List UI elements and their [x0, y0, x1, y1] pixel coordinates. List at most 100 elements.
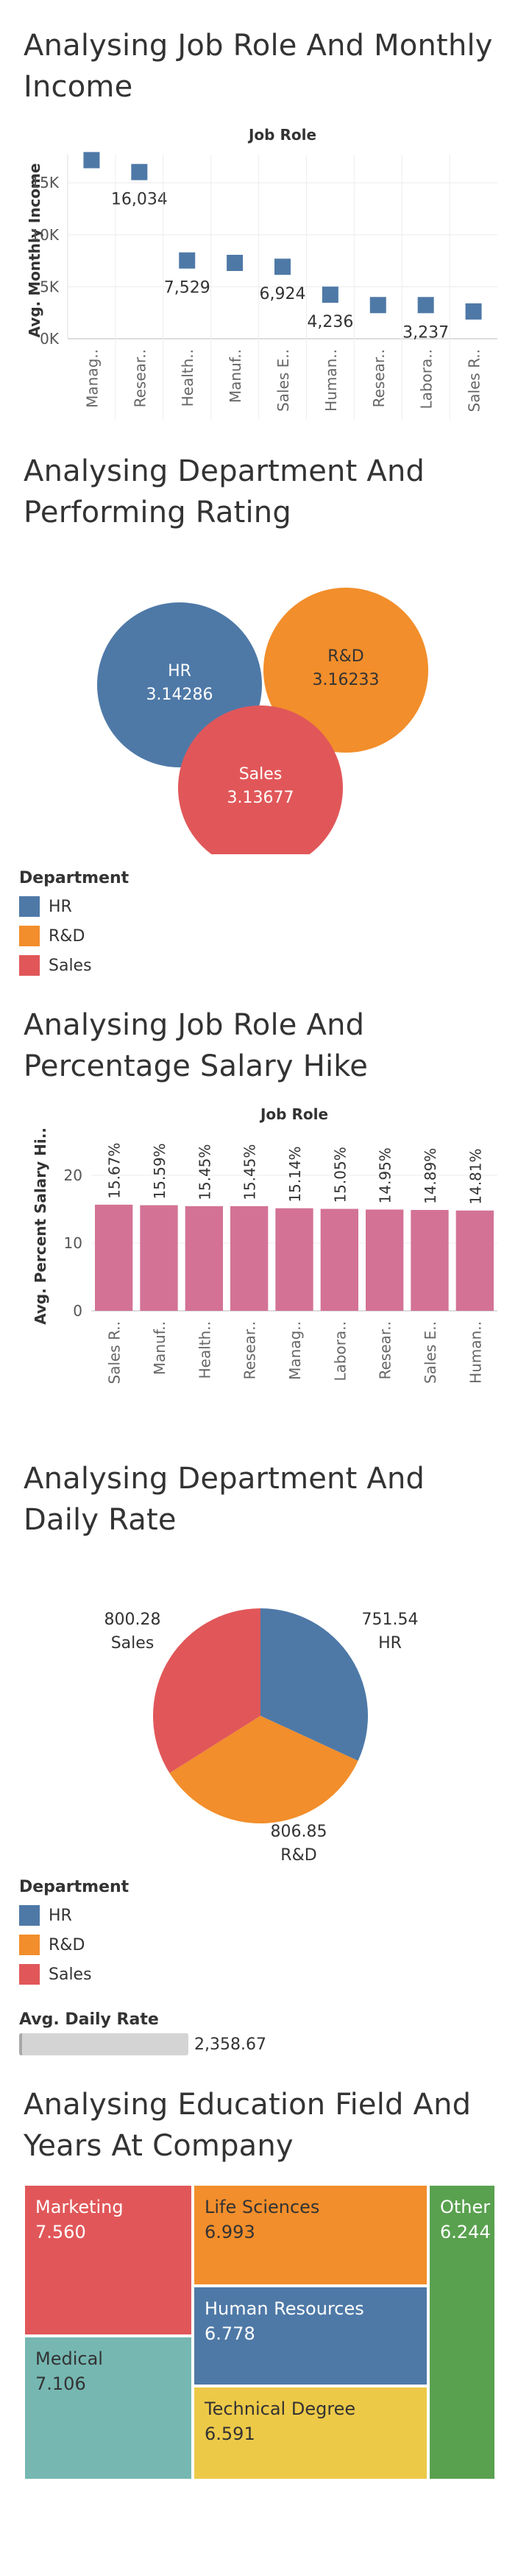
legend-label: Sales: [49, 1965, 92, 1984]
data-point: [322, 286, 338, 303]
slice-value-label: 800.28: [104, 1611, 161, 1629]
legend-swatch: [19, 1905, 40, 1926]
bar: [275, 1208, 313, 1311]
bubble-label: R&D: [327, 647, 363, 666]
legend-item-rd[interactable]: R&D: [19, 921, 129, 951]
x-tick-label: Health..: [179, 349, 196, 407]
treemap-label: Technical Degree: [205, 2399, 356, 2419]
legend-swatch: [19, 896, 40, 917]
treemap-cell-technical-degree[interactable]: Technical Degree 6.591: [193, 2386, 428, 2480]
bar: [140, 1205, 178, 1311]
x-tick-label: Sales E..: [274, 349, 292, 412]
legend-label: HR: [49, 1906, 72, 1925]
bar-label: 15.59%: [151, 1143, 168, 1199]
bubble-label: HR: [168, 662, 191, 680]
bar: [411, 1210, 449, 1311]
size-legend-value: 2,358.67: [194, 2035, 266, 2054]
treemap-cell-other[interactable]: Other 6.244: [428, 2184, 496, 2480]
data-label: 6,924: [260, 285, 306, 303]
bar: [95, 1204, 133, 1311]
y-axis-title: Avg. Percent Salary Hi..: [32, 1127, 49, 1325]
section-title-job-role-income: Analysing Job Role And Monthly Income: [24, 29, 493, 104]
treemap-cell-marketing[interactable]: Marketing 7.560: [24, 2184, 193, 2336]
legend-item-sales[interactable]: Sales: [19, 1960, 129, 1989]
treemap-label: Marketing: [35, 2197, 124, 2217]
treemap-label: Life Sciences: [205, 2197, 320, 2217]
y-tick-label: 15K: [30, 174, 59, 191]
legend-item-rd[interactable]: R&D: [19, 1930, 129, 1960]
department-legend-pie: Department HR R&D Sales: [19, 1878, 129, 1989]
data-point: [83, 152, 100, 169]
legend-label: R&D: [49, 926, 85, 946]
size-legend: Avg. Daily Rate 2,358.67: [19, 2010, 266, 2055]
data-label: 7,529: [164, 279, 210, 298]
x-tick-label: Resear..: [131, 349, 149, 407]
bubble-rd: [263, 588, 428, 753]
bar-label: 14.89%: [422, 1148, 439, 1204]
pie-slice-rd: [169, 1716, 358, 1823]
bubble-value: 3.13677: [227, 789, 294, 807]
x-tick-label: Manag..: [286, 1321, 304, 1380]
education-treemap: Marketing 7.560 Life Sciences 6.993 Othe…: [24, 2184, 496, 2480]
size-legend-bar: [19, 2033, 188, 2055]
bar: [455, 1210, 494, 1311]
data-point: [131, 163, 148, 180]
legend-item-sales[interactable]: Sales: [19, 951, 129, 980]
data-point: [417, 297, 434, 314]
slice-name-label: R&D: [280, 1846, 316, 1865]
treemap-value: 7.560: [35, 2222, 86, 2242]
salary-hike-bar-chart: Job Role Avg. Percent Salary Hi.. 0 10 20 15.…: [32, 1105, 497, 1384]
x-tick-label: Sales E..: [422, 1321, 439, 1384]
data-label: 4,236: [307, 313, 353, 331]
legend-swatch: [19, 955, 40, 976]
treemap-cell-life-sciences[interactable]: Life Sciences 6.993: [193, 2184, 428, 2286]
size-legend-title: Avg. Daily Rate: [19, 2010, 159, 2029]
bubble-value: 3.16233: [313, 671, 380, 689]
bubble-label: Sales: [239, 765, 283, 784]
y-tick-label: 10: [64, 1234, 82, 1252]
data-point: [369, 297, 386, 314]
performance-bubble-chart: HR 3.14286 R&D 3.16233 Sales 3.13677: [97, 588, 428, 854]
daily-rate-pie-chart: 751.54 HR 806.85 R&D 800.28 Sales: [104, 1608, 418, 1865]
treemap-value: 6.591: [205, 2424, 255, 2444]
treemap-value: 6.244: [440, 2222, 491, 2242]
legend-label: R&D: [49, 1935, 85, 1954]
bar-label: 15.67%: [106, 1143, 124, 1199]
data-point: [227, 255, 244, 272]
bar-label: 15.14%: [286, 1146, 304, 1202]
treemap-value: 6.778: [205, 2323, 255, 2344]
bar-label: 15.45%: [241, 1144, 259, 1200]
treemap-cell-medical[interactable]: Medical 7.106: [24, 2336, 193, 2480]
slice-value-label: 806.85: [271, 1823, 327, 1841]
section-title-job-role-hike: Analysing Job Role And Percentage Salary…: [24, 1008, 369, 1083]
treemap-label: Human Resources: [205, 2298, 364, 2319]
data-label: 3,237: [402, 323, 449, 342]
slice-name-label: Sales: [111, 1634, 155, 1653]
x-tick-label: Human..: [322, 349, 340, 412]
x-tick-label: Human..: [466, 1321, 484, 1384]
slice-name-label: HR: [378, 1634, 402, 1653]
x-tick-label: Manag..: [83, 349, 101, 408]
y-tick-label: 0: [73, 1302, 82, 1320]
x-tick-label: Manuf..: [151, 1321, 168, 1375]
bar-label: 15.05%: [331, 1147, 349, 1203]
legend-title: Department: [19, 1878, 130, 1896]
treemap-cell-human-resources[interactable]: Human Resources 6.778: [193, 2286, 428, 2386]
department-legend: Department HR R&D Sales: [19, 869, 129, 980]
x-tick-label: Labora..: [331, 1321, 349, 1382]
data-point: [465, 303, 482, 320]
data-point: [179, 252, 196, 269]
bar: [320, 1208, 358, 1311]
treemap-value: 6.993: [205, 2222, 255, 2242]
legend-item-hr[interactable]: HR: [19, 1901, 129, 1930]
bubble-sales: [178, 705, 343, 854]
legend-label: HR: [49, 897, 72, 916]
y-axis-title: Avg. Monthly Income: [26, 163, 43, 338]
section-title-education-years: Analysing Education Field And Years At C…: [24, 2088, 472, 2163]
bar: [366, 1209, 404, 1311]
legend-item-hr[interactable]: HR: [19, 892, 129, 921]
legend-swatch: [19, 926, 40, 946]
bubble-value: 3.14286: [146, 686, 213, 704]
x-tick-label: Manuf..: [227, 349, 244, 403]
